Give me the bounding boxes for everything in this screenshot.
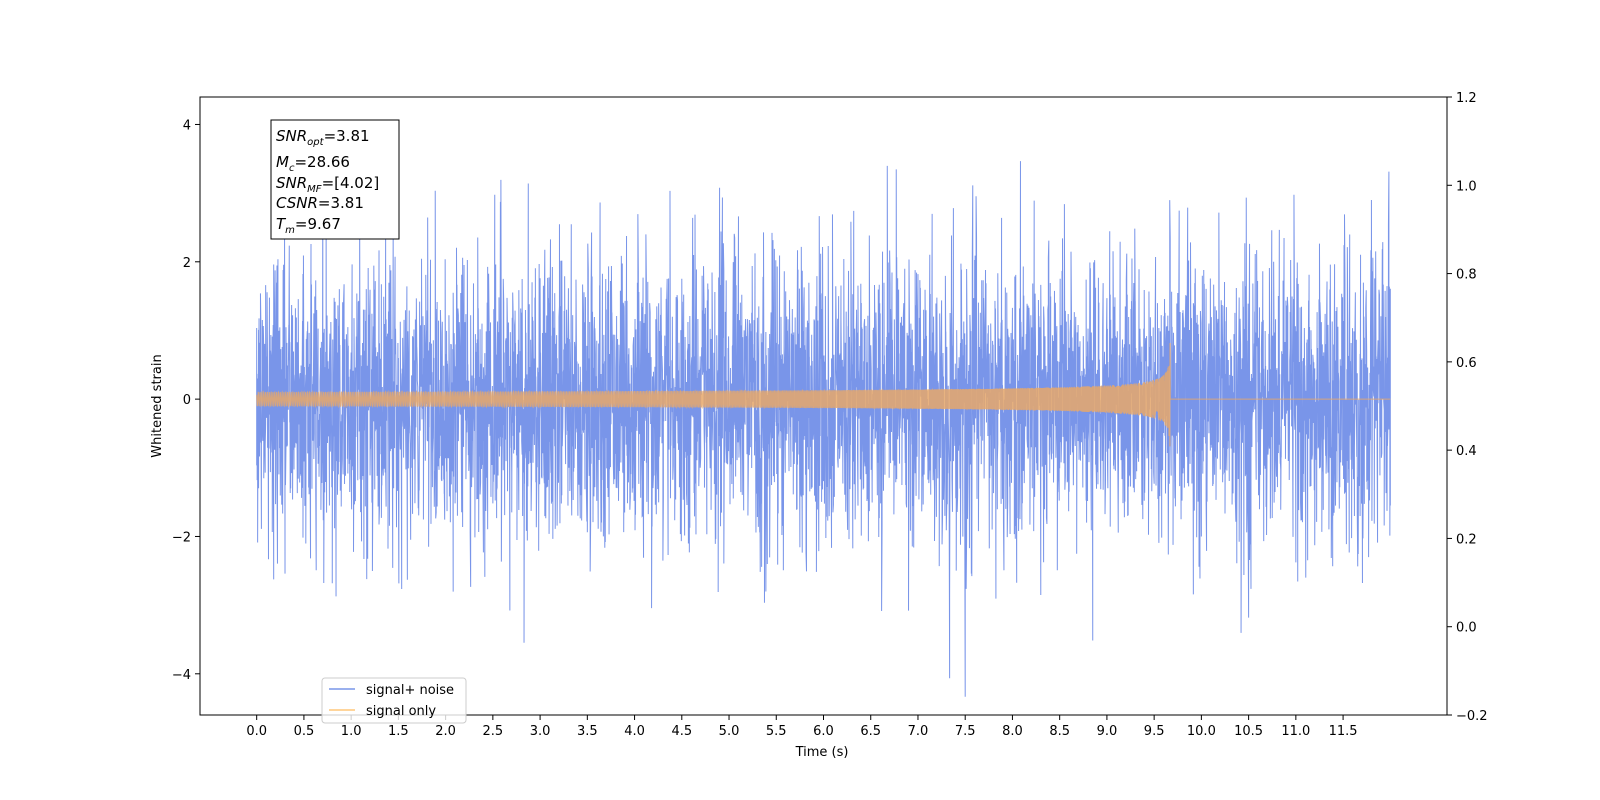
annotation-snr-opt: SNRopt=3.81: [276, 127, 370, 148]
y-right-tick-label: 1.0: [1456, 179, 1477, 194]
legend-frame: [321, 677, 467, 724]
y-right-tick-label: 0.8: [1456, 268, 1477, 283]
y-right-tick-label: 0.0: [1456, 621, 1477, 636]
legend: signal+ noise signal only: [321, 677, 467, 724]
annotation-snr-mf: SNRMF=[4.02]: [276, 174, 379, 195]
annotation-frame: [270, 119, 400, 240]
x-tick-label: 2.5: [483, 724, 504, 739]
legend-label-signal-plus-noise: signal+ noise: [366, 683, 454, 698]
y-right-tick-label: 1.2: [1456, 91, 1477, 106]
y-right-tick-label: −0.2: [1456, 709, 1488, 724]
series-signal-only: [256, 342, 1391, 447]
x-tick-label: 0.5: [294, 724, 315, 739]
signal-plus-noise-line: [256, 161, 1391, 697]
x-tick-label: 9.0: [1097, 724, 1118, 739]
y-right-axis-ticks: 1.2 1.0 0.8 0.6 0.4 0.2 0.0 −0.2: [1447, 91, 1488, 724]
x-tick-label: 6.0: [813, 724, 834, 739]
x-tick-label: 3.0: [530, 724, 551, 739]
x-axis-ticks: 0.0 0.5 1.0 1.5 2.0 2.5 3.0 3.5 4.0 4.5 5.0 5.5 6.0 6…: [246, 715, 1358, 739]
annotation-box: SNRopt=3.81 Mc=28.66 SNRMF=[4.02] CSNR=3…: [270, 119, 400, 240]
x-tick-label: 4.0: [624, 724, 645, 739]
y-tick-label: −4: [172, 668, 191, 683]
x-tick-label: 9.5: [1144, 724, 1165, 739]
y-right-tick-label: 0.4: [1456, 444, 1477, 459]
x-tick-label: 8.5: [1049, 724, 1070, 739]
annotation-mc: Mc=28.66: [276, 153, 350, 174]
x-tick-label: 10.5: [1234, 724, 1263, 739]
x-tick-label: 6.5: [860, 724, 881, 739]
legend-label-signal-only: signal only: [366, 704, 436, 719]
x-axis-label: Time (s): [795, 745, 849, 760]
x-tick-label: 7.5: [955, 724, 976, 739]
x-tick-label: 1.0: [341, 724, 362, 739]
y-tick-label: −2: [172, 530, 191, 545]
y-right-tick-label: 0.2: [1456, 532, 1477, 547]
x-tick-label: 10.0: [1187, 724, 1216, 739]
x-tick-label: 11.5: [1329, 724, 1358, 739]
x-tick-label: 11.0: [1281, 724, 1310, 739]
annotation-tm: Tm=9.67: [276, 215, 341, 236]
series-signal-plus-noise: [256, 161, 1391, 697]
y-tick-label: 4: [183, 118, 191, 133]
x-tick-label: 5.0: [719, 724, 740, 739]
x-tick-label: 7.0: [908, 724, 929, 739]
x-tick-label: 1.5: [388, 724, 409, 739]
x-tick-label: 5.5: [766, 724, 787, 739]
y-axis-label: Whitened strain: [150, 354, 165, 457]
y-right-tick-label: 0.6: [1456, 356, 1477, 371]
annotation-csnr: CSNR=3.81: [276, 194, 364, 212]
x-tick-label: 2.0: [435, 724, 456, 739]
x-tick-label: 4.5: [671, 724, 692, 739]
y-tick-label: 0: [183, 393, 191, 408]
x-tick-label: 3.5: [577, 724, 598, 739]
x-tick-label: 0.0: [246, 724, 267, 739]
x-tick-label: 8.0: [1002, 724, 1023, 739]
signal-only-line: [256, 342, 1391, 447]
y-tick-label: 2: [183, 256, 191, 271]
y-axis-ticks: 4 2 0 −2 −4: [172, 118, 200, 683]
